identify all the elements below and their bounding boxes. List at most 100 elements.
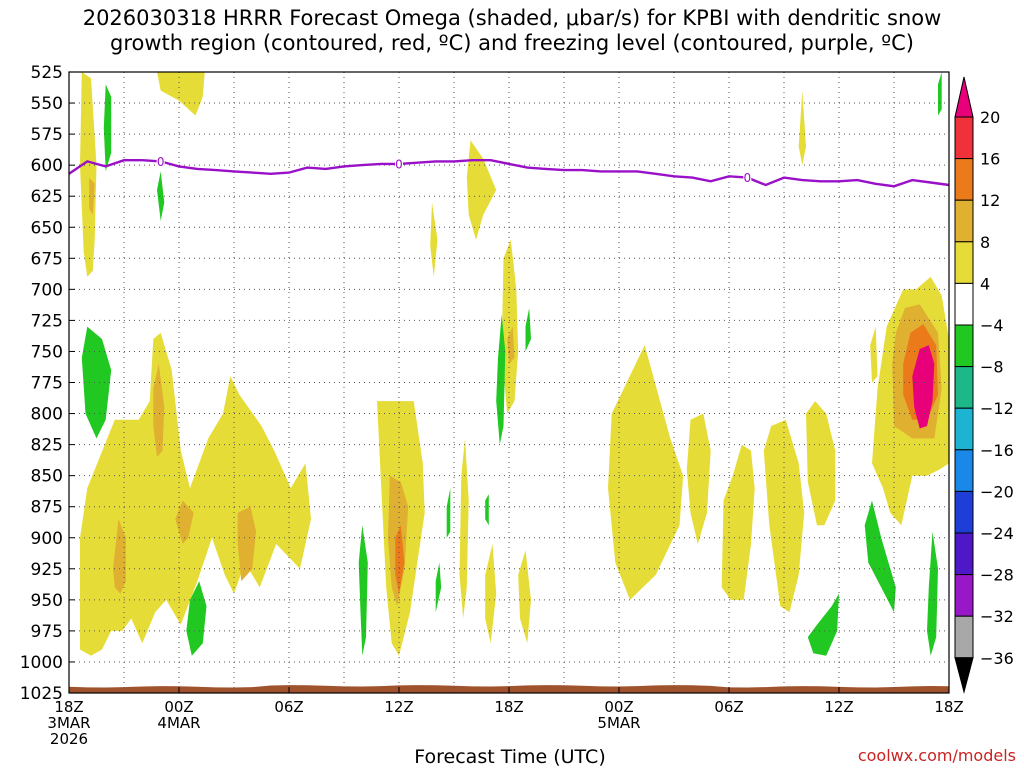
colorbar-swatch [954,574,974,617]
omega-shaded-regions [80,72,949,656]
omega-region-11 [686,413,711,544]
colorbar-label: 20 [980,108,1000,127]
colorbar-label: −12 [980,399,1014,418]
y-tick-label: 875 [31,498,63,518]
colorbar-swatch [954,532,974,576]
colorbar-label: −32 [980,607,1014,626]
colorbar-label: −8 [980,358,1004,377]
omega-region-36 [485,494,489,526]
contour-label-bg [395,156,403,170]
omega-region-13 [763,419,805,613]
freezing-level-line [68,159,950,188]
omega-region-1 [157,72,205,116]
freezing-level-label: 0 [157,155,165,169]
omega-region-30 [81,326,112,439]
x-tick-label: 12Z [384,698,413,716]
freezing-level-label: 0 [395,157,403,171]
x-tick-label: 4MAR [157,714,200,732]
omega-region-4 [430,202,438,277]
y-tick-label: 975 [31,622,63,642]
x-tick-label: 06Z [274,698,303,716]
colorbar-label: 4 [980,274,990,293]
colorbar-label: 12 [980,191,1000,210]
y-tick-label: 825 [31,436,63,456]
omega-region-42 [938,72,942,116]
colorbar-swatch [954,407,974,451]
omega-region-31 [157,171,165,221]
omega-region-26 [395,525,405,594]
freezing-level-contour: 0 0 0 [68,154,950,188]
y-tick-label: 750 [31,342,63,362]
omega-region-12 [721,444,755,600]
colorbar-swatch [954,241,974,284]
omega-region-21 [175,500,194,544]
colorbar-swatch [954,116,974,160]
colorbar-label: −20 [980,482,1014,501]
x-axis-title: Forecast Time (UTC) [414,746,606,768]
y-tick-label: 625 [31,187,63,207]
x-tick-label: 5MAR [597,714,640,732]
y-tick-label: 575 [31,125,63,145]
colorbar-label: −16 [980,441,1014,460]
omega-region-15 [798,90,806,166]
colorbar-swatch [954,158,974,201]
contour-label-bg [743,170,752,184]
omega-region-20 [113,519,126,594]
omega-region-39 [807,593,839,656]
x-tick-label: 18Z [494,698,523,716]
colorbar-label: 16 [980,150,1000,169]
x-tick-label: 06Z [714,698,743,716]
omega-region-40 [864,500,896,613]
source-credit: coolwx.com/models [857,746,1016,765]
colorbar-label: −28 [980,566,1014,585]
colorbar-swatch [954,282,974,326]
omega-region-5 [466,140,497,240]
x-tick-label: 18Z [934,698,963,716]
y-tick-label: 1025 [20,684,63,704]
colorbar-swatch [954,366,974,409]
omega-region-38 [525,308,531,352]
gridlines [69,72,949,693]
y-tick-label: 700 [31,280,63,300]
x-tick-label: 00Z [164,698,193,716]
omega-region-14 [806,401,836,526]
omega-region-41 [927,531,938,656]
x-tick-label: 12Z [824,698,853,716]
y-tick-label: 925 [31,560,63,580]
colorbar-bottom-arrow [954,657,974,694]
omega-region-17 [870,326,878,383]
omega-region-32 [186,581,207,656]
omega-region-37 [496,314,506,445]
omega-region-24 [507,326,515,364]
colorbar-swatch [954,324,974,368]
omega-region-34 [435,562,442,613]
omega-region-2 [80,332,311,656]
y-tick-label: 725 [31,311,63,331]
omega-region-0 [80,72,97,277]
omega-region-33 [358,525,368,656]
contour-label-bg [156,154,165,168]
y-tick-label: 800 [31,405,63,425]
colorbar-label: 8 [980,233,990,252]
omega-region-29 [103,84,112,172]
x-tick-label: 2026 [50,730,88,748]
freezing-level-label: 0 [744,171,752,185]
omega-region-28 [912,345,935,429]
colorbar-top-arrow [954,76,974,118]
omega-region-9 [518,550,531,644]
y-axis-ticks: 525 550 575 600 625 650 675 700 725 750 775 800 825 8… [20,63,75,704]
y-tick-label: 525 [31,63,63,83]
y-tick-label: 775 [31,374,63,394]
y-tick-label: 650 [31,218,63,238]
omega-region-19 [153,363,165,457]
y-tick-label: 675 [31,249,63,269]
omega-region-18 [89,177,95,215]
omega-region-6 [501,239,519,414]
colorbar-legend: 20 16 12 8 4 −4 −8 −12 −16 −20 −24 −28 −32 −36 [954,76,1014,694]
chart-title-line2: growth region (contoured, red, ºC) and f… [110,31,914,55]
colorbar-label: −36 [980,649,1014,668]
omega-region-8 [485,544,497,644]
colorbar-swatch [954,615,974,659]
y-tick-label: 1000 [20,653,63,673]
